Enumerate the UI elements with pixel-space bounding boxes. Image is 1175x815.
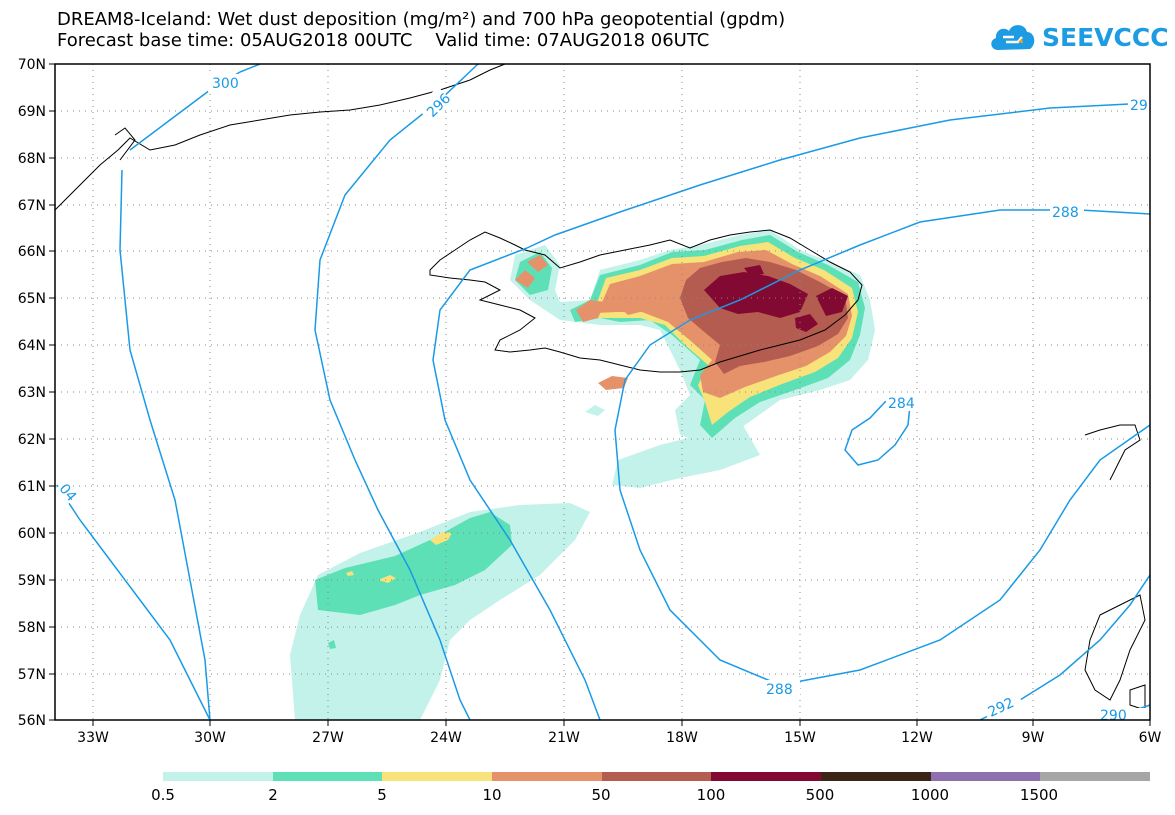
- lat-label: 66N: [18, 244, 46, 260]
- lat-label: 70N: [18, 57, 46, 73]
- logo-text: SEEVCCC: [1042, 22, 1169, 52]
- map-subtitle: Forecast base time: 05AUG2018 00UTC Vali…: [57, 30, 710, 51]
- lat-label: 67N: [18, 198, 46, 214]
- lat-label: 61N: [18, 479, 46, 495]
- lon-label: 9W: [1022, 730, 1045, 746]
- legend-swatch: [492, 772, 602, 781]
- lat-label: 56N: [18, 713, 46, 729]
- legend-swatch: [930, 772, 1041, 781]
- legend-label: 100: [696, 786, 726, 804]
- axis-ticks: [49, 63, 1151, 726]
- lat-label: 68N: [18, 151, 46, 167]
- legend-label: 1000: [910, 786, 950, 804]
- lat-label: 60N: [18, 526, 46, 542]
- lat-label: 59N: [18, 573, 46, 589]
- legend-label: 0.5: [151, 786, 175, 804]
- legend-swatch: [601, 772, 712, 781]
- legend-swatch: [821, 772, 931, 781]
- contour-label-29x: 29: [1130, 98, 1148, 114]
- legend-swatch: [382, 772, 493, 781]
- lat-label: 63N: [18, 385, 46, 401]
- contour-label-300: 300: [212, 76, 239, 92]
- legend-swatch: [163, 772, 273, 781]
- lat-label: 65N: [18, 291, 46, 307]
- lon-label: 27W: [312, 730, 344, 746]
- lat-label: 64N: [18, 338, 46, 354]
- cloud-logo-icon: [991, 25, 1035, 50]
- dust-deposition-shading: [290, 230, 875, 720]
- lat-label: 62N: [18, 432, 46, 448]
- contour-label-288-south: 288: [766, 682, 793, 698]
- contour-label-284: 284: [888, 396, 915, 412]
- lon-label: 33W: [77, 730, 109, 746]
- lon-label: 24W: [430, 730, 462, 746]
- map-title: DREAM8-Iceland: Wet dust deposition (mg/…: [57, 9, 786, 30]
- lon-labels: 33W 30W 27W 24W 21W 18W 15W 12W 9W 6W: [77, 730, 1161, 746]
- lat-lon-grid: [55, 64, 1150, 720]
- geopotential-contours: [56, 63, 1151, 721]
- lon-label: 18W: [666, 730, 698, 746]
- legend-swatch: [711, 772, 822, 781]
- lat-label: 69N: [18, 104, 46, 120]
- lat-label: 57N: [18, 667, 46, 683]
- lon-label: 12W: [901, 730, 933, 746]
- legend-label: 50: [591, 786, 611, 804]
- legend-label: 1500: [1019, 786, 1059, 804]
- lon-label: 15W: [784, 730, 816, 746]
- legend-swatch: [1040, 772, 1151, 781]
- lon-label: 30W: [194, 730, 226, 746]
- lat-label: 58N: [18, 620, 46, 636]
- contour-label-290: 290: [1100, 708, 1127, 724]
- legend-label: 10: [482, 786, 502, 804]
- legend-label: 2: [268, 786, 278, 804]
- legend-label: 5: [377, 786, 387, 804]
- lon-label: 6W: [1139, 730, 1162, 746]
- lat-labels: 70N 69N 68N 67N 66N 65N 64N 63N 62N 61N …: [18, 57, 46, 729]
- seevccc-logo: SEEVCCC: [988, 16, 1169, 58]
- legend-label: 500: [805, 786, 835, 804]
- legend-labels: 0.5 2 5 10 50 100 500 1000 1500: [0, 786, 1175, 808]
- lon-label: 21W: [548, 730, 580, 746]
- color-legend: [163, 772, 1151, 781]
- contour-label-288-north: 288: [1052, 205, 1079, 221]
- legend-swatch: [272, 772, 383, 781]
